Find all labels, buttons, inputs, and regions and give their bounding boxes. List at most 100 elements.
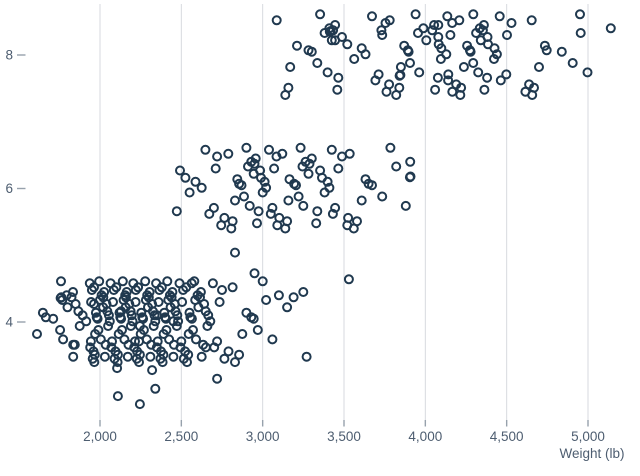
data-point [161, 325, 172, 335]
data-point [186, 278, 197, 289]
data-point [293, 191, 304, 202]
data-point [304, 158, 315, 169]
data-point [171, 206, 182, 217]
data-point [443, 69, 454, 80]
data-point [410, 9, 421, 20]
data-point [150, 383, 161, 394]
data-point [277, 148, 288, 159]
data-point [458, 62, 469, 72]
data-point [267, 202, 278, 213]
data-point [244, 200, 255, 211]
data-point [405, 171, 416, 182]
data-point [526, 15, 537, 26]
data-point [176, 336, 187, 347]
x-tick-label: 3,500 [327, 429, 361, 444]
data-point [442, 11, 453, 22]
data-point [248, 313, 259, 324]
data-point [529, 82, 539, 93]
data-point [112, 349, 123, 360]
data-point [479, 84, 490, 95]
data-point [330, 35, 341, 46]
data-point [56, 292, 67, 303]
data-point [506, 18, 517, 28]
data-point [239, 191, 249, 202]
data-point [136, 307, 147, 318]
data-point [395, 70, 406, 80]
data-point [405, 156, 416, 167]
data-point [332, 84, 343, 95]
data-point [436, 43, 447, 54]
data-point [285, 62, 296, 72]
data-point [94, 276, 105, 287]
data-point [352, 216, 362, 227]
data-point [473, 67, 484, 78]
data-point [219, 353, 230, 364]
data-point [150, 316, 161, 327]
data-point [130, 297, 141, 307]
data-point [223, 148, 234, 159]
data-point [111, 282, 122, 293]
data-point [167, 287, 178, 297]
data-point [418, 23, 429, 34]
data-point [427, 25, 438, 36]
data-point [103, 321, 114, 331]
data-point [311, 218, 322, 229]
data-point [319, 187, 330, 198]
data-point [429, 20, 440, 30]
data-point [122, 351, 133, 362]
data-point [200, 144, 211, 155]
x-tick-label: 4,000 [408, 429, 442, 444]
data-point [68, 351, 79, 362]
data-point [108, 297, 118, 307]
data-point [93, 325, 104, 335]
data-point [134, 349, 145, 360]
data-point [315, 9, 326, 20]
data-point [134, 321, 145, 331]
data-point [326, 144, 337, 155]
data-point [147, 365, 158, 376]
data-point [198, 339, 209, 350]
data-point [133, 282, 144, 293]
data-point [403, 46, 414, 57]
x-tick-label: 2,500 [164, 429, 198, 444]
data-point [312, 58, 323, 68]
data-point [207, 278, 218, 289]
data-point [196, 182, 207, 193]
data-point [141, 334, 152, 345]
data-point [210, 163, 221, 174]
data-point [465, 46, 476, 57]
data-point [269, 163, 280, 174]
data-point [168, 351, 179, 362]
data-point [292, 40, 302, 51]
data-point [32, 329, 42, 339]
data-point [605, 23, 616, 34]
data-point [271, 15, 282, 26]
data-point [151, 310, 162, 321]
data-point [468, 58, 479, 68]
data-point [441, 49, 452, 60]
data-point [325, 26, 336, 36]
data-point [103, 310, 114, 321]
data-point [306, 46, 317, 57]
data-point [173, 316, 184, 327]
data-point [85, 336, 96, 347]
data-point [177, 297, 188, 307]
data-point [298, 287, 309, 297]
data-point [257, 276, 268, 287]
data-point [265, 208, 276, 219]
data-point [230, 247, 240, 258]
data-point [144, 287, 155, 297]
x-axis-title: Weight (lb) [559, 446, 625, 461]
data-point [556, 46, 567, 57]
data-point [274, 212, 285, 223]
data-point [117, 276, 128, 287]
data-point [241, 307, 252, 318]
data-point [343, 212, 354, 223]
x-tick-label: 5,000 [571, 429, 605, 444]
data-point [200, 342, 211, 353]
data-point [117, 325, 127, 335]
data-point [212, 151, 223, 162]
data-point [395, 62, 406, 72]
data-point [126, 310, 137, 321]
data-point [491, 49, 502, 60]
